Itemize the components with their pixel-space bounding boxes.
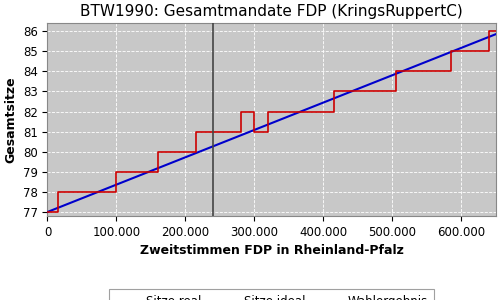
Y-axis label: Gesamtsitze: Gesamtsitze	[4, 76, 17, 163]
Title: BTW1990: Gesamtmandate FDP (KringsRuppertC): BTW1990: Gesamtmandate FDP (KringsRupper…	[80, 4, 463, 19]
Legend: Sitze real, Sitze ideal, Wahlergebnis: Sitze real, Sitze ideal, Wahlergebnis	[110, 290, 434, 300]
X-axis label: Zweitstimmen FDP in Rheinland-Pfalz: Zweitstimmen FDP in Rheinland-Pfalz	[140, 244, 404, 257]
